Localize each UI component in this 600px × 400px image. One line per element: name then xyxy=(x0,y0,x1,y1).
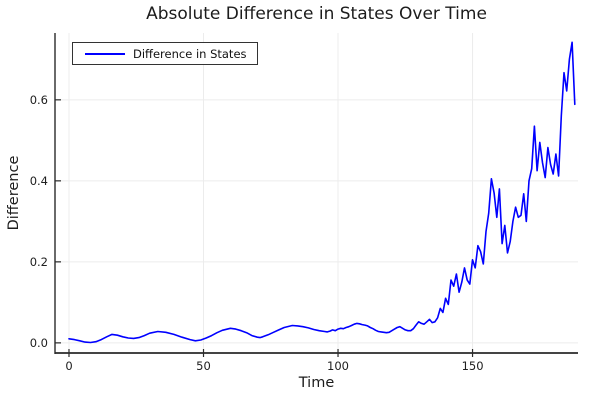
y-tick-label: 0.2 xyxy=(30,255,48,269)
y-tick-label: 0.4 xyxy=(30,174,48,188)
x-tick-label: 0 xyxy=(65,359,72,373)
y-tick-label: 0.0 xyxy=(30,336,48,350)
legend-line-sample xyxy=(85,52,125,55)
legend-box: Difference in States xyxy=(72,42,258,65)
x-tick-label: 150 xyxy=(462,359,484,373)
x-axis-label: Time xyxy=(298,375,335,391)
chart-title: Absolute Difference in States Over Time xyxy=(146,4,487,24)
y-tick-label: 0.6 xyxy=(30,93,48,107)
y-axis-label: Difference xyxy=(6,155,22,231)
x-tick-label: 50 xyxy=(196,359,211,373)
series-line xyxy=(68,41,576,344)
legend-label: Difference in States xyxy=(133,46,247,61)
x-tick-label: 100 xyxy=(327,359,349,373)
